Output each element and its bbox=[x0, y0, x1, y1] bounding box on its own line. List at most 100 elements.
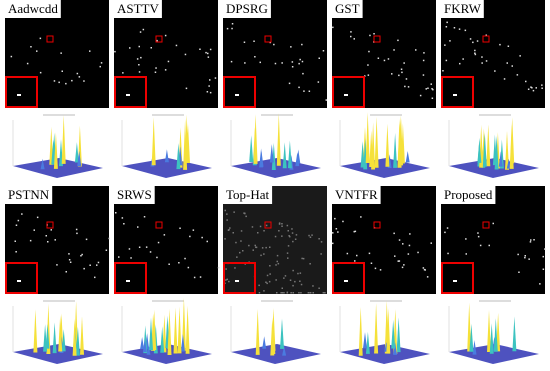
clutter-dot bbox=[94, 276, 96, 279]
zoom-box bbox=[223, 262, 256, 294]
clutter-dot bbox=[350, 31, 352, 33]
clutter-dot bbox=[156, 39, 158, 42]
clutter-dot bbox=[449, 40, 451, 42]
clutter-dot bbox=[232, 232, 234, 234]
clutter-dot bbox=[254, 56, 256, 58]
surface-spike bbox=[374, 116, 379, 168]
clutter-dot bbox=[61, 70, 63, 72]
clutter-dot bbox=[193, 276, 196, 279]
clutter-dot bbox=[422, 267, 425, 269]
clutter-dot bbox=[308, 234, 310, 237]
clutter-dot bbox=[292, 269, 294, 272]
clutter-dot bbox=[458, 28, 461, 30]
clutter-dot bbox=[245, 215, 247, 218]
clutter-dot bbox=[539, 283, 541, 285]
clutter-dot bbox=[68, 259, 71, 261]
label-bg bbox=[441, 186, 496, 204]
clutter-dot bbox=[239, 251, 241, 254]
clutter-dot bbox=[154, 71, 157, 73]
panel: GST bbox=[332, 0, 436, 178]
surface-spike bbox=[482, 133, 487, 167]
clutter-dot bbox=[288, 82, 291, 85]
clutter-dot bbox=[184, 53, 187, 56]
label-bg bbox=[5, 0, 61, 18]
clutter-dot bbox=[138, 45, 140, 48]
target-zoom bbox=[17, 280, 21, 282]
label-bg bbox=[441, 0, 484, 18]
clutter-dot bbox=[208, 85, 210, 87]
clutter-dot bbox=[465, 253, 467, 255]
clutter-dot bbox=[485, 34, 487, 36]
target-zoom bbox=[453, 280, 457, 282]
label-bg bbox=[223, 0, 271, 18]
clutter-dot bbox=[318, 238, 320, 240]
target-zoom bbox=[126, 94, 130, 96]
clutter-dot bbox=[105, 249, 108, 251]
clutter-dot bbox=[138, 64, 140, 66]
target-box bbox=[373, 35, 381, 43]
clutter-dot bbox=[453, 27, 456, 29]
clutter-dot bbox=[391, 73, 393, 75]
clutter-dot bbox=[511, 65, 513, 67]
surface-spike bbox=[365, 112, 370, 163]
clutter-dot bbox=[252, 249, 254, 251]
clutter-dot bbox=[15, 251, 17, 253]
clutter-dot bbox=[184, 257, 186, 260]
clutter-dot bbox=[544, 248, 546, 250]
clutter-dot bbox=[444, 44, 446, 46]
clutter-dot bbox=[242, 250, 244, 252]
surface-spike bbox=[472, 340, 477, 355]
panel: ASTTV bbox=[114, 0, 218, 178]
clutter-dot bbox=[123, 223, 125, 225]
surface-spike bbox=[177, 306, 182, 354]
panel: PSTNN bbox=[5, 186, 110, 364]
clutter-dot bbox=[408, 244, 411, 247]
clutter-dot bbox=[298, 86, 300, 89]
clutter-dot bbox=[68, 253, 70, 255]
clutter-dot bbox=[292, 284, 294, 287]
clutter-dot bbox=[277, 262, 280, 265]
clutter-dot bbox=[30, 46, 32, 48]
surface-spike bbox=[176, 143, 181, 170]
clutter-dot bbox=[302, 257, 305, 260]
clutter-dot bbox=[54, 239, 56, 241]
clutter-dot bbox=[288, 235, 290, 237]
clutter-dot bbox=[477, 235, 480, 238]
clutter-dot bbox=[291, 61, 294, 63]
clutter-dot bbox=[214, 77, 217, 79]
clutter-dot bbox=[281, 235, 283, 237]
clutter-dot bbox=[524, 256, 526, 259]
clutter-dot bbox=[445, 26, 448, 28]
surface-spike bbox=[509, 124, 514, 169]
clutter-dot bbox=[199, 48, 201, 50]
clutter-dot bbox=[290, 46, 292, 48]
method-label: ASTTV bbox=[117, 1, 160, 16]
clutter-dot bbox=[278, 223, 281, 225]
surface-spike bbox=[61, 115, 66, 164]
clutter-dot bbox=[248, 244, 250, 247]
target-box bbox=[264, 35, 272, 43]
clutter-dot bbox=[142, 28, 145, 31]
surface-spike bbox=[164, 149, 169, 163]
clutter-dot bbox=[253, 40, 255, 42]
clutter-dot bbox=[97, 261, 100, 264]
clutter-dot bbox=[263, 230, 265, 232]
clutter-dot bbox=[255, 246, 257, 248]
clutter-dot bbox=[138, 71, 141, 73]
clutter-dot bbox=[431, 88, 433, 90]
clutter-dot bbox=[519, 55, 521, 57]
clutter-dot bbox=[367, 64, 369, 66]
clutter-dot bbox=[403, 62, 405, 64]
clutter-dot bbox=[164, 34, 167, 37]
surface-spike bbox=[494, 135, 499, 170]
clutter-dot bbox=[295, 234, 298, 236]
surface-spike bbox=[142, 338, 147, 353]
clutter-dot bbox=[535, 87, 537, 89]
clutter-dot bbox=[309, 292, 312, 294]
clutter-dot bbox=[415, 49, 417, 51]
method-label: SRWS bbox=[117, 187, 152, 202]
clutter-dot bbox=[281, 62, 283, 64]
clutter-dot bbox=[231, 23, 234, 25]
clutter-dot bbox=[164, 69, 167, 71]
clutter-dot bbox=[322, 50, 325, 52]
